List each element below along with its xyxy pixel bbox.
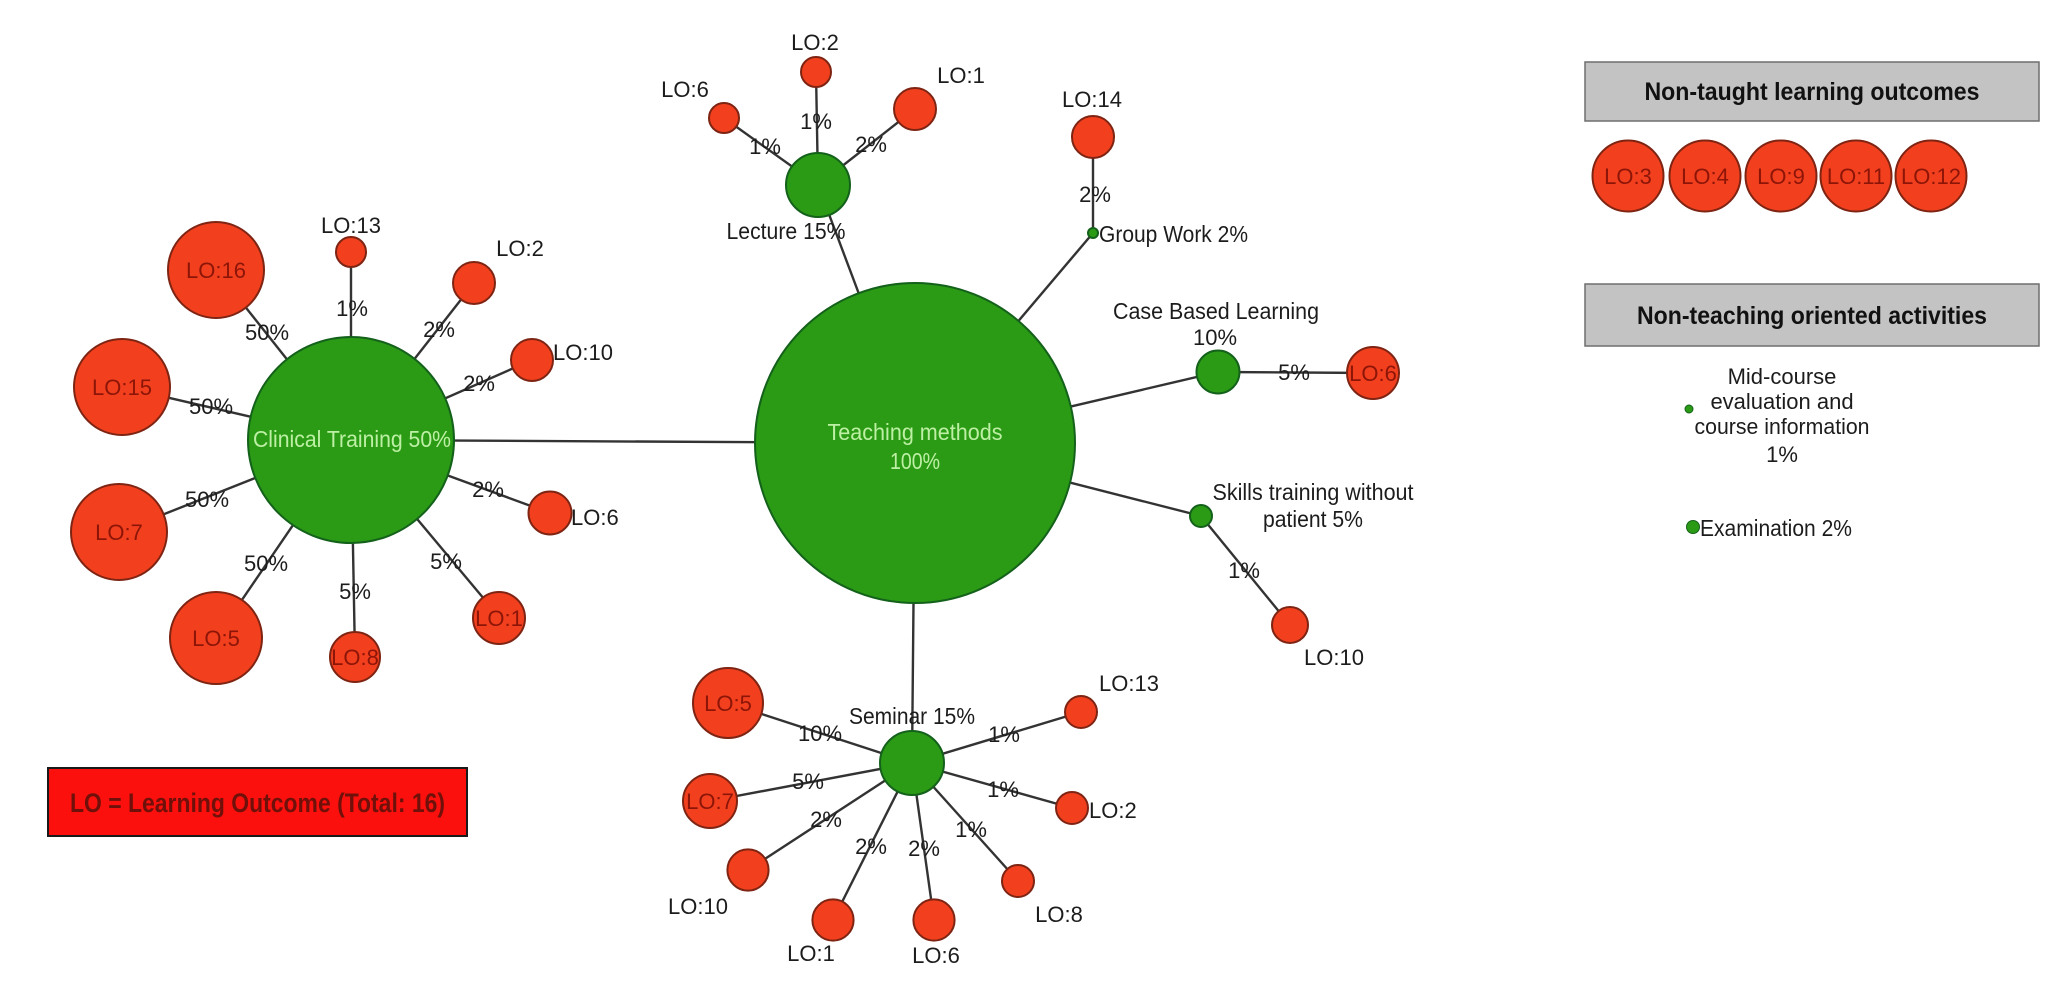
svg-text:LO:9: LO:9: [1757, 164, 1805, 189]
svg-text:LO:5: LO:5: [192, 626, 240, 651]
svg-text:1%: 1%: [1766, 442, 1798, 467]
svg-text:100%: 100%: [890, 448, 940, 474]
svg-text:LO:6: LO:6: [912, 943, 960, 968]
svg-text:50%: 50%: [244, 551, 288, 576]
svg-text:2%: 2%: [908, 836, 940, 861]
svg-text:1%: 1%: [800, 109, 832, 134]
svg-text:LO:2: LO:2: [1089, 798, 1137, 823]
svg-text:LO:13: LO:13: [1099, 671, 1159, 696]
svg-text:1%: 1%: [987, 777, 1019, 802]
svg-text:evaluation and: evaluation and: [1710, 389, 1853, 414]
svg-text:LO:15: LO:15: [92, 375, 152, 400]
svg-text:5%: 5%: [430, 549, 462, 574]
svg-text:LO:6: LO:6: [661, 77, 709, 102]
svg-text:Seminar 15%: Seminar 15%: [849, 703, 975, 729]
svg-text:LO:7: LO:7: [95, 520, 143, 545]
svg-text:LO:2: LO:2: [496, 236, 544, 261]
svg-text:LO:8: LO:8: [1035, 902, 1083, 927]
svg-text:Skills training without: Skills training without: [1213, 479, 1415, 505]
svg-text:LO:2: LO:2: [791, 30, 839, 55]
svg-text:Lecture 15%: Lecture 15%: [727, 218, 846, 244]
svg-text:LO:13: LO:13: [321, 213, 381, 238]
svg-text:LO:6: LO:6: [1349, 361, 1397, 386]
svg-text:5%: 5%: [792, 769, 824, 794]
svg-text:LO:8: LO:8: [331, 645, 379, 670]
svg-text:LO:6: LO:6: [571, 505, 619, 530]
svg-text:LO:12: LO:12: [1901, 164, 1961, 189]
svg-text:Examination 2%: Examination 2%: [1700, 515, 1852, 541]
svg-text:1%: 1%: [1228, 558, 1260, 583]
svg-text:LO:1: LO:1: [787, 941, 835, 966]
svg-text:1%: 1%: [749, 134, 781, 159]
svg-text:10%: 10%: [1193, 325, 1237, 350]
svg-text:Teaching methods: Teaching methods: [828, 419, 1003, 445]
svg-text:Mid-course: Mid-course: [1728, 364, 1837, 389]
svg-text:LO:14: LO:14: [1062, 87, 1122, 112]
svg-text:patient 5%: patient 5%: [1263, 506, 1363, 532]
svg-text:2%: 2%: [855, 132, 887, 157]
svg-text:1%: 1%: [988, 722, 1020, 747]
svg-text:LO:10: LO:10: [668, 894, 728, 919]
svg-text:1%: 1%: [336, 296, 368, 321]
svg-text:2%: 2%: [855, 834, 887, 859]
svg-text:50%: 50%: [185, 487, 229, 512]
svg-text:50%: 50%: [189, 394, 233, 419]
svg-text:LO:16: LO:16: [186, 258, 246, 283]
svg-text:2%: 2%: [472, 477, 504, 502]
svg-text:5%: 5%: [1278, 360, 1310, 385]
svg-text:LO = Learning Outcome (Total:: LO = Learning Outcome (Total: 16): [70, 788, 445, 818]
svg-text:LO:10: LO:10: [1304, 645, 1364, 670]
svg-text:LO:7: LO:7: [686, 789, 734, 814]
svg-text:2%: 2%: [810, 807, 842, 832]
svg-text:1%: 1%: [955, 817, 987, 842]
svg-text:2%: 2%: [1079, 182, 1111, 207]
svg-text:10%: 10%: [798, 721, 842, 746]
svg-text:LO:5: LO:5: [704, 691, 752, 716]
svg-text:Case Based Learning: Case Based Learning: [1113, 298, 1319, 324]
svg-text:LO:3: LO:3: [1604, 164, 1652, 189]
svg-text:LO:1: LO:1: [475, 606, 523, 631]
svg-text:LO:1: LO:1: [937, 63, 985, 88]
svg-text:LO:10: LO:10: [553, 340, 613, 365]
svg-text:LO:11: LO:11: [1827, 164, 1885, 189]
svg-text:Clinical Training 50%: Clinical Training 50%: [253, 426, 451, 452]
svg-text:Non-teaching oriented activiti: Non-teaching oriented activities: [1637, 302, 1987, 330]
svg-text:5%: 5%: [339, 579, 371, 604]
svg-text:LO:4: LO:4: [1681, 164, 1729, 189]
svg-text:Group Work 2%: Group Work 2%: [1099, 221, 1248, 247]
svg-text:course information: course information: [1695, 414, 1870, 439]
svg-text:50%: 50%: [245, 320, 289, 345]
svg-text:2%: 2%: [423, 317, 455, 342]
svg-text:2%: 2%: [463, 371, 495, 396]
svg-text:Non-taught learning outcomes: Non-taught learning outcomes: [1645, 78, 1980, 106]
